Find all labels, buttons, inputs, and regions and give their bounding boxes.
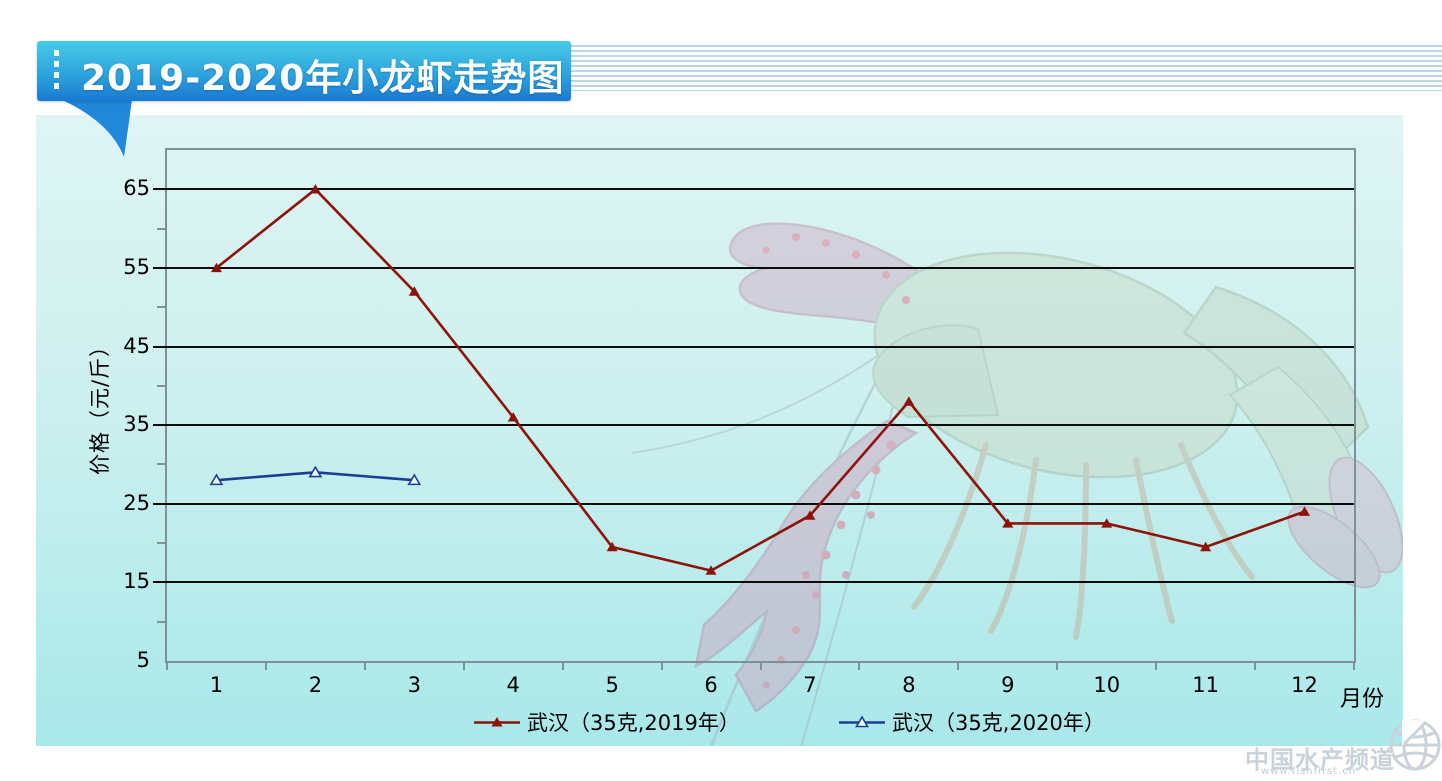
y-tick-label: 35 <box>123 412 150 437</box>
gridline <box>153 266 1354 269</box>
x-tick-label: 6 <box>704 673 718 697</box>
x-tick-label: 7 <box>803 673 817 697</box>
y-tick-label: 25 <box>123 490 150 515</box>
legend: 武汉（35克,2019年） 武汉（35克,2020年） <box>36 707 1403 737</box>
banner-tail-icon <box>62 100 132 157</box>
x-tick-label: 5 <box>605 673 619 697</box>
y-tick-label: 55 <box>123 254 150 279</box>
x-tick-label: 12 <box>1291 673 1318 697</box>
y-minor-tick <box>157 227 166 230</box>
page-title: 2019-2020年小龙虾走势图 <box>81 58 565 99</box>
x-axis-tick <box>1056 663 1059 670</box>
title-banner: 2019-2020年小龙虾走势图 <box>37 41 571 101</box>
legend-item-2019: 武汉（35克,2019年） <box>473 707 740 737</box>
x-axis-tick <box>363 663 366 670</box>
gridline <box>153 502 1354 505</box>
x-axis-tick <box>858 663 861 670</box>
legend-label-2020: 武汉（35克,2020年） <box>892 711 1105 735</box>
x-axis-tick <box>759 663 762 670</box>
x-tick-label: 9 <box>1001 673 1015 697</box>
gridline <box>153 424 1354 427</box>
header-pinstripes <box>571 45 1442 91</box>
x-axis-tick <box>1254 663 1257 670</box>
x-axis-tick <box>561 663 564 670</box>
legend-item-2020: 武汉（35克,2020年） <box>838 707 1105 737</box>
legend-marker-2020-icon <box>839 715 885 728</box>
x-axis-tick <box>660 663 663 670</box>
legend-marker-2019-icon <box>474 717 520 727</box>
x-tick-label: 10 <box>1093 673 1121 697</box>
chart-panel: 65 55 45 35 25 15 5 1 2 3 4 5 6 7 8 9 10 11 12 价格（元/斤） 月份 … <box>36 115 1403 746</box>
x-axis-title: 月份 <box>1340 687 1385 712</box>
watermark-url: www.fishfirst.cn <box>1261 766 1357 777</box>
x-tick-label: 4 <box>506 673 520 697</box>
y-minor-tick <box>157 542 166 545</box>
legend-label-2019: 武汉（35克,2019年） <box>527 711 740 735</box>
plot-area <box>165 148 1356 663</box>
y-tick-label: 65 <box>123 176 150 201</box>
x-tick-label: 11 <box>1192 673 1219 697</box>
y-minor-tick <box>157 463 166 466</box>
watermark-brand: 中国水产频道 <box>1245 746 1395 774</box>
y-tick-label: 45 <box>123 333 150 358</box>
y-axis-title: 价格（元/斤） <box>88 334 112 476</box>
y-minor-tick <box>157 620 166 623</box>
y-tick-label: 5 <box>136 648 150 672</box>
x-axis-tick <box>1353 663 1355 670</box>
x-tick-label: 8 <box>902 673 916 697</box>
x-tick-label: 1 <box>209 673 224 697</box>
banner-dashed-line-icon <box>54 50 59 93</box>
gridline <box>153 345 1354 348</box>
y-minor-tick <box>157 384 166 387</box>
x-axis-tick <box>1155 663 1158 670</box>
x-axis-tick <box>957 663 960 670</box>
y-tick-label: 15 <box>123 569 150 594</box>
gridline <box>153 581 1354 584</box>
globe-icon <box>1389 719 1441 771</box>
x-axis-tick <box>462 663 465 670</box>
y-minor-tick <box>157 306 166 309</box>
watermark: 中国水产频道 www.fishfirst.cn <box>1245 718 1442 781</box>
gridline <box>153 188 1354 191</box>
x-tick-label: 3 <box>407 673 421 697</box>
x-tick-label: 2 <box>308 673 323 697</box>
x-axis-tick <box>166 663 168 670</box>
x-axis-tick <box>264 663 267 670</box>
